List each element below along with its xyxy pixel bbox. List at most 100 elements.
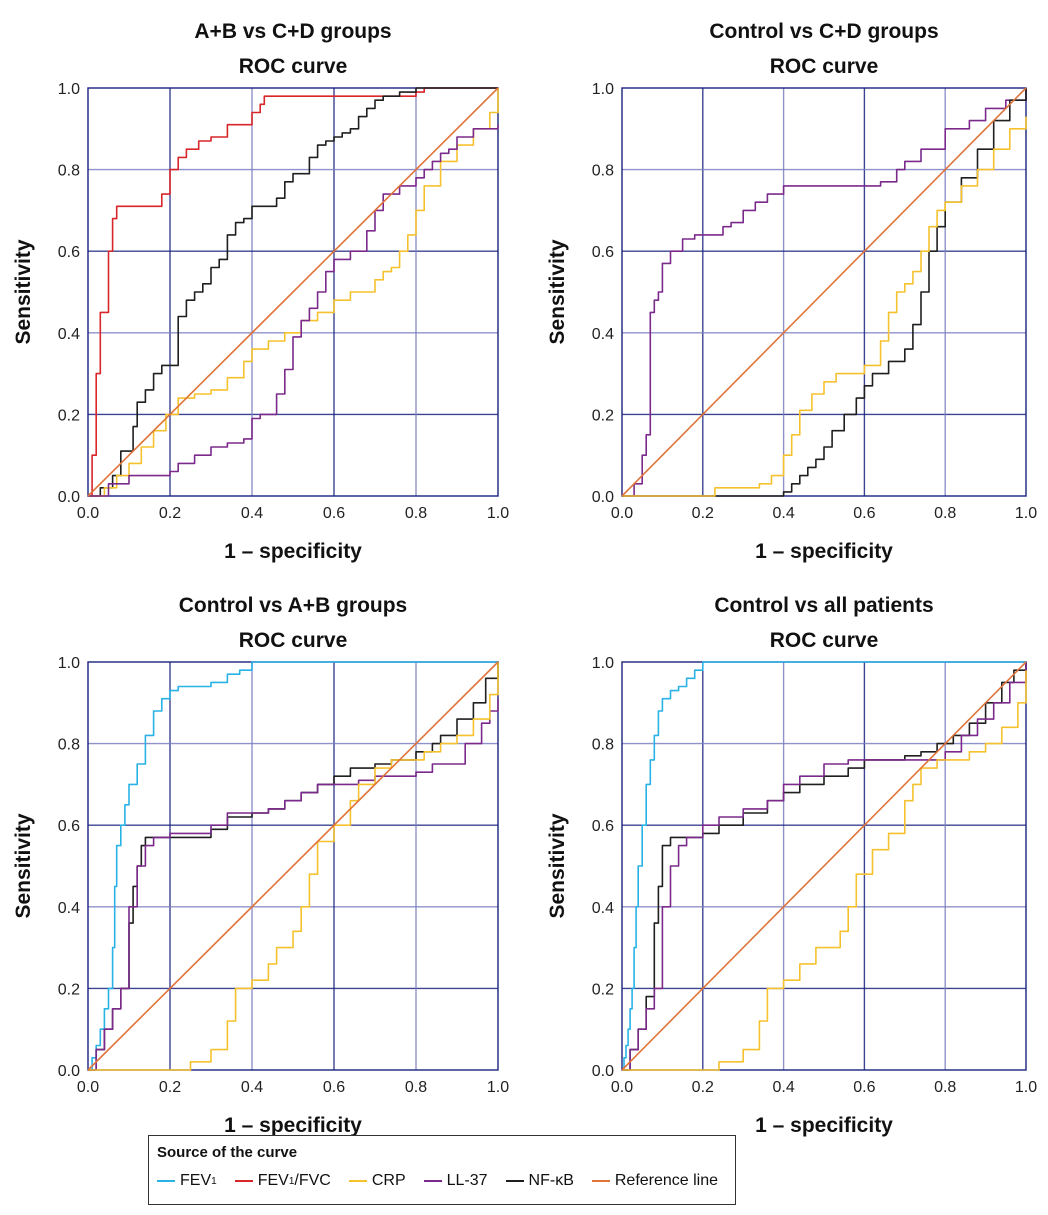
x-tick-label: 0.8 <box>405 505 427 522</box>
legend-label-subscript: 1 <box>211 1175 217 1187</box>
x-tick-label: 0.2 <box>159 1079 181 1096</box>
y-tick-label: 1.0 <box>58 655 80 672</box>
y-tick-label: 0.4 <box>58 900 80 917</box>
chart-title: Control vs A+B groups <box>179 594 408 617</box>
series-line-nf-kb <box>622 662 1027 1071</box>
roc-panel-3: Control vs A+B groups ROC curve 0.00.0 0.2 0… <box>12 594 509 1137</box>
legend-item-crp: CRP <box>348 1172 406 1190</box>
x-tick-label: 0.4 <box>241 1079 263 1096</box>
x-tick-label: 0.8 <box>405 1079 427 1096</box>
series-line-reference-line <box>87 87 499 497</box>
y-axis-label: Sensitivity <box>12 239 35 344</box>
x-axis-label: 1 – specificity <box>224 540 362 563</box>
y-tick-label: 0.2 <box>58 407 80 424</box>
series-line-nf-kb <box>622 88 1027 497</box>
y-tick-label: 0.2 <box>58 981 80 998</box>
legend-item-fev1-fvc: FEV 1/FVC <box>234 1172 331 1190</box>
x-tick-label: 0.0 <box>77 1079 99 1096</box>
x-tick-label: 0.2 <box>159 505 181 522</box>
x-tick-label: 1.0 <box>487 505 509 522</box>
x-axis-label: 1 – specificity <box>755 1114 893 1137</box>
y-tick-label: 0.6 <box>592 818 614 835</box>
chart-title: Control vs C+D groups <box>709 20 938 43</box>
legend-swatch <box>423 1180 442 1182</box>
series-line-crp <box>622 116 1027 497</box>
legend-swatch <box>234 1180 253 1182</box>
series-line-ll-37 <box>622 662 1027 1071</box>
x-tick-label: 0.8 <box>934 505 956 522</box>
y-tick-label: 0.2 <box>592 407 614 424</box>
chart-subtitle: ROC curve <box>770 629 879 652</box>
legend: Source of the curve FEV 1 FEV 1/FVC CRP LL-37… <box>148 1135 736 1205</box>
y-tick-label: 0.4 <box>592 900 614 917</box>
y-tick-label: 0.8 <box>592 163 614 180</box>
chart-subtitle: ROC curve <box>239 55 348 78</box>
y-tick-label: 0.0 <box>592 489 614 506</box>
x-tick-label: 0.8 <box>934 1079 956 1096</box>
legend-swatch <box>157 1180 175 1182</box>
roc-panel-1: A+B vs C+D groups ROC curve 0.00.0 0.2 0.2 0.… <box>12 20 509 563</box>
legend-label: FEV <box>257 1172 289 1189</box>
plot-border <box>87 87 499 497</box>
x-tick-label: 1.0 <box>487 1079 509 1096</box>
series-line-ll-37 <box>88 124 499 497</box>
series-line-fev1-fvc <box>88 87 498 497</box>
y-tick-label: 0.4 <box>58 326 80 343</box>
x-tick-label: 0.4 <box>772 505 794 522</box>
legend-swatch <box>505 1180 524 1182</box>
series-line-crp <box>622 670 1027 1071</box>
x-tick-label: 0.0 <box>77 505 99 522</box>
y-tick-label: 0.8 <box>58 737 80 754</box>
y-tick-label: 1.0 <box>592 81 614 98</box>
y-tick-label: 0.6 <box>592 244 614 261</box>
y-tick-label: 1.0 <box>58 81 80 98</box>
y-axis-label: Sensitivity <box>546 813 569 918</box>
legend-label: NF-κB <box>528 1172 574 1189</box>
y-tick-label: 0.8 <box>592 737 614 754</box>
series-line-fev1 <box>622 661 1026 1071</box>
y-tick-label: 0.8 <box>58 163 80 180</box>
x-axis-label: 1 – specificity <box>755 540 893 563</box>
x-tick-label: 0.4 <box>241 505 263 522</box>
legend-label: FEV <box>180 1172 212 1189</box>
x-tick-label: 1.0 <box>1015 505 1037 522</box>
y-tick-label: 0.2 <box>592 981 614 998</box>
series-line-nf-kb <box>88 87 498 497</box>
chart-title: A+B vs C+D groups <box>194 20 391 43</box>
series-line-reference-line <box>621 661 1027 1071</box>
series-line-reference-line <box>87 661 499 1071</box>
legend-item-nf-kb: NF-κB <box>505 1172 574 1190</box>
y-tick-label: 0.6 <box>58 244 80 261</box>
x-tick-label: 1.0 <box>1015 1079 1037 1096</box>
x-tick-label: 0.2 <box>692 505 714 522</box>
y-tick-label: 0.6 <box>58 818 80 835</box>
y-axis-label: Sensitivity <box>12 813 35 918</box>
x-tick-label: 0.6 <box>323 505 345 522</box>
legend-swatch <box>348 1180 367 1182</box>
x-tick-label: 0.2 <box>692 1079 714 1096</box>
x-tick-label: 0.6 <box>853 505 875 522</box>
x-tick-label: 0.4 <box>772 1079 794 1096</box>
y-tick-label: 0.0 <box>592 1063 614 1080</box>
series-line-ll-37 <box>88 698 499 1071</box>
legend-item-reference-line: Reference line <box>591 1172 718 1190</box>
series-line-ll-37 <box>622 88 1027 497</box>
x-tick-label: 0.6 <box>853 1079 875 1096</box>
series-line-fev1 <box>88 661 498 1071</box>
y-tick-label: 0.0 <box>58 1063 80 1080</box>
y-tick-label: 1.0 <box>592 655 614 672</box>
x-axis-label: 1 – specificity <box>224 1114 362 1137</box>
legend-label-subscript: 1 <box>288 1175 295 1187</box>
roc-panel-2: Control vs C+D groups ROC curve 0.00.0 0.2 0… <box>546 20 1037 563</box>
legend-items: FEV 1 FEV 1/FVC CRP LL-37 NF-κB Reference line <box>157 1172 727 1190</box>
y-axis-label: Sensitivity <box>546 239 569 344</box>
x-tick-label: 0.6 <box>323 1079 345 1096</box>
chart-subtitle: ROC curve <box>770 55 879 78</box>
y-tick-label: 0.0 <box>58 489 80 506</box>
legend-title: Source of the curve <box>157 1144 298 1161</box>
legend-label: LL-37 <box>446 1172 488 1189</box>
chart-title: Control vs all patients <box>714 594 933 617</box>
x-tick-label: 0.0 <box>611 505 633 522</box>
x-tick-label: 0.0 <box>611 1079 633 1096</box>
